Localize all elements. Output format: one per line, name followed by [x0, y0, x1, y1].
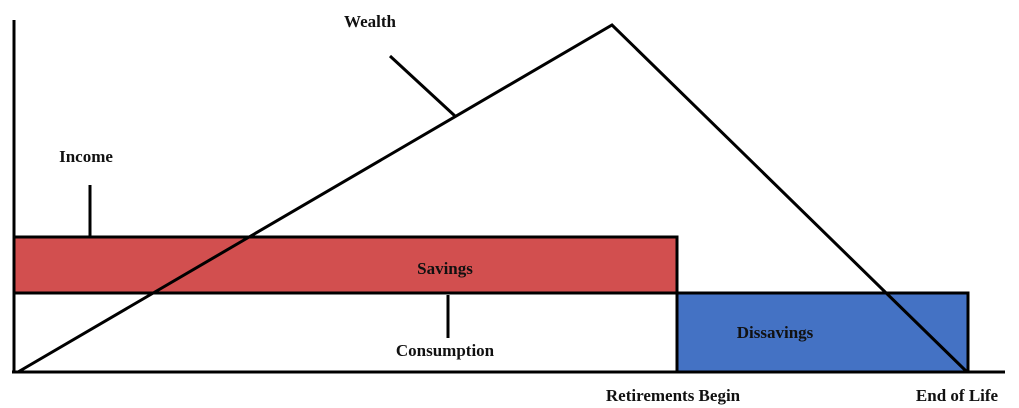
retirement-label: Retirements Begin	[606, 386, 741, 405]
dissavings-label: Dissavings	[737, 323, 814, 342]
consumption-line	[14, 291, 970, 372]
wealth-leader	[388, 54, 457, 118]
wealth-label: Wealth	[344, 12, 396, 31]
savings-label: Savings	[417, 259, 473, 278]
end-of-life-label: End of Life	[916, 386, 999, 405]
savings-area	[14, 237, 677, 293]
dissavings-area	[677, 293, 968, 371]
consumption-label: Consumption	[396, 341, 495, 360]
income-label: Income	[59, 147, 113, 166]
wealth-line	[17, 23, 968, 374]
income-line	[14, 235, 679, 372]
